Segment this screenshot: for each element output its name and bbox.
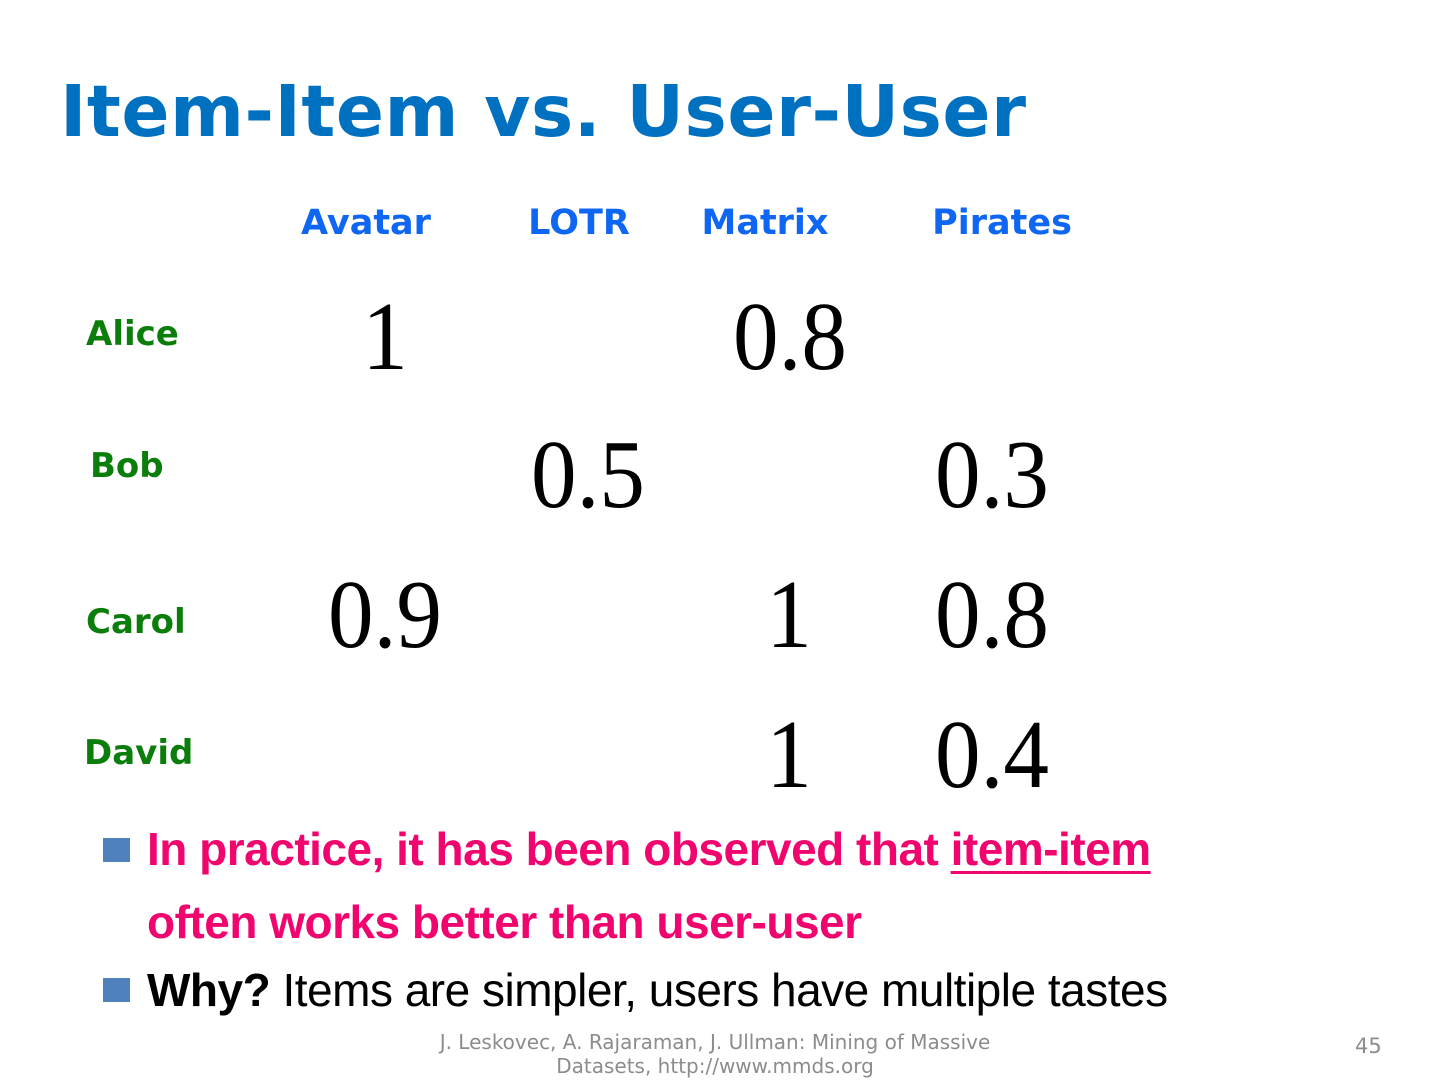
- page-number: 45: [1355, 1034, 1382, 1058]
- bullet-square-icon: [103, 978, 130, 1002]
- row-header-carol: Carol: [86, 602, 186, 642]
- row-header-david: David: [84, 733, 194, 773]
- rating-cell: 0.4: [935, 701, 1049, 809]
- column-header-lotr: LOTR: [528, 203, 630, 243]
- rating-cell: 0.8: [733, 283, 847, 391]
- rating-cell: 1: [766, 561, 812, 669]
- footer-citation: J. Leskovec, A. Rajaraman, J. Ullman: Mi…: [439, 1030, 991, 1078]
- rating-cell: 0.5: [531, 421, 645, 529]
- bullet-1-text: In practice, it has been observed that i…: [147, 813, 1151, 959]
- rating-cell: 1: [362, 283, 408, 391]
- row-header-alice: Alice: [86, 314, 179, 354]
- bullet-1-underlined: item-item: [950, 823, 1151, 875]
- bullet-2-bold: Why?: [147, 964, 271, 1016]
- bullet-1-text-line2: often works better than user-user: [147, 896, 862, 948]
- rating-cell: 0.9: [328, 561, 442, 669]
- rating-cell: 0.3: [935, 421, 1049, 529]
- column-header-avatar: Avatar: [301, 203, 431, 243]
- column-header-pirates: Pirates: [932, 203, 1072, 243]
- row-header-bob: Bob: [90, 446, 164, 486]
- bullet-2-text: Why? Items are simpler, users have multi…: [147, 962, 1168, 1018]
- bullet-2-rest: Items are simpler, users have multiple t…: [270, 964, 1168, 1016]
- slide-title: Item-Item vs. User-User: [60, 70, 1027, 153]
- rating-cell: 0.8: [935, 561, 1049, 669]
- column-header-matrix: Matrix: [701, 203, 829, 243]
- bullet-square-icon: [103, 838, 130, 862]
- bullet-1-text-start: In practice, it has been observed that: [147, 823, 951, 875]
- rating-cell: 1: [766, 701, 812, 809]
